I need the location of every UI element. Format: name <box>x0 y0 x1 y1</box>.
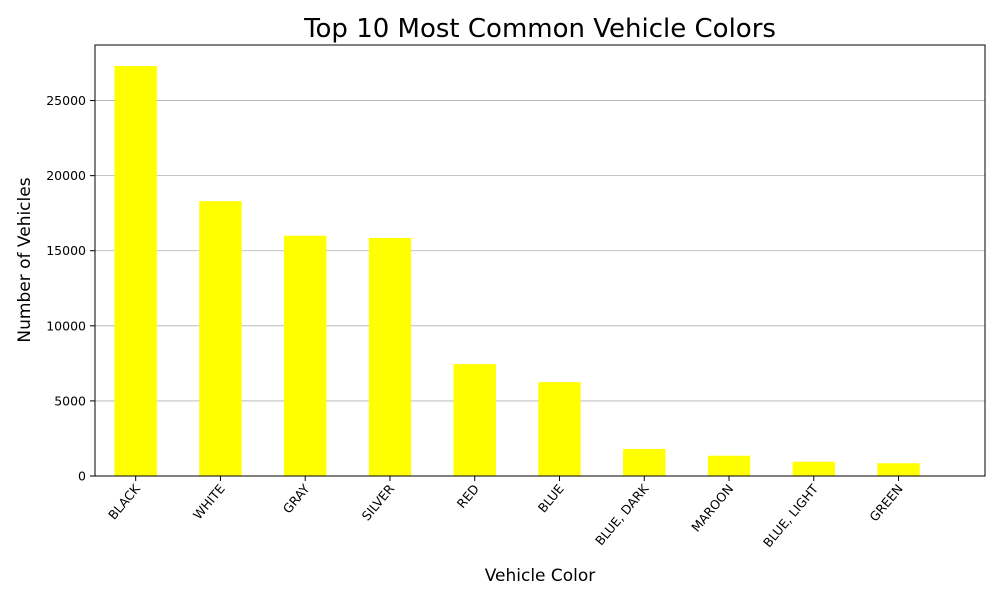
x-tick-label: GRAY <box>280 481 313 516</box>
y-tick-label: 25000 <box>46 93 86 108</box>
y-tick-label: 0 <box>78 469 86 484</box>
x-tick-label: WHITE <box>190 481 228 522</box>
x-tick-label: BLUE, DARK <box>592 481 652 549</box>
bar-silver <box>368 237 412 476</box>
bar-gray <box>284 235 327 476</box>
x-axis-label: Vehicle Color <box>485 566 596 586</box>
x-tick-label: BLACK <box>105 481 143 523</box>
bar-blue-light <box>792 461 835 476</box>
x-tick-label: BLUE, LIGHT <box>760 481 821 550</box>
bar-maroon <box>707 455 751 476</box>
bar-blue <box>538 382 581 476</box>
grid-lines <box>95 100 985 402</box>
x-tick-label: RED <box>454 481 482 511</box>
plot-frame <box>94 44 986 477</box>
y-tick-label: 5000 <box>54 393 86 408</box>
x-axis-ticks: BLACK WHITE GRAY SILVER RED BLUE BLUE, DARK MAR… <box>105 476 906 550</box>
y-tick-label: 10000 <box>46 318 86 333</box>
y-axis-label: Number of Vehicles <box>15 177 35 342</box>
chart-title: Top 10 Most Common Vehicle Colors <box>303 14 776 44</box>
bars <box>114 66 920 477</box>
x-tick-label: MAROON <box>688 481 736 534</box>
bar-red <box>453 364 496 476</box>
bar-black <box>114 66 157 477</box>
y-axis-ticks: 0 5000 10000 15000 20000 25000 <box>46 93 95 484</box>
x-tick-label: BLUE <box>535 481 567 515</box>
x-tick-label: SILVER <box>359 481 398 523</box>
bar-white <box>199 201 242 476</box>
y-tick-label: 15000 <box>46 243 86 258</box>
y-tick-label: 20000 <box>46 168 86 183</box>
bar-blue-dark <box>623 448 666 476</box>
x-tick-label: GREEN <box>866 481 905 524</box>
bar-green <box>877 463 920 476</box>
